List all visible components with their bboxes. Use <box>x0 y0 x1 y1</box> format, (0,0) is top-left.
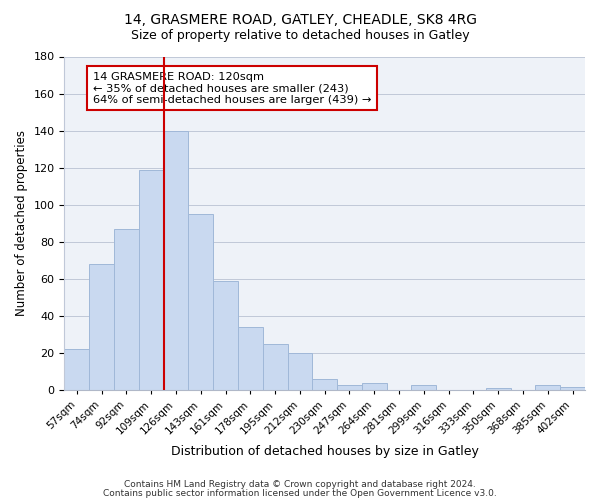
Bar <box>560 386 585 390</box>
Text: Size of property relative to detached houses in Gatley: Size of property relative to detached ho… <box>131 29 469 42</box>
Bar <box>535 384 560 390</box>
Bar <box>412 384 436 390</box>
Bar <box>486 388 511 390</box>
Bar <box>164 130 188 390</box>
Bar <box>362 383 386 390</box>
Bar <box>337 384 362 390</box>
Text: 14, GRASMERE ROAD, GATLEY, CHEADLE, SK8 4RG: 14, GRASMERE ROAD, GATLEY, CHEADLE, SK8 … <box>124 12 476 26</box>
Bar <box>313 379 337 390</box>
Text: Contains HM Land Registry data © Crown copyright and database right 2024.: Contains HM Land Registry data © Crown c… <box>124 480 476 489</box>
X-axis label: Distribution of detached houses by size in Gatley: Distribution of detached houses by size … <box>171 444 479 458</box>
Bar <box>287 353 313 391</box>
Bar <box>139 170 164 390</box>
Bar <box>64 350 89 391</box>
Bar <box>213 281 238 390</box>
Text: Contains public sector information licensed under the Open Government Licence v3: Contains public sector information licen… <box>103 490 497 498</box>
Bar <box>188 214 213 390</box>
Text: 14 GRASMERE ROAD: 120sqm
← 35% of detached houses are smaller (243)
64% of semi-: 14 GRASMERE ROAD: 120sqm ← 35% of detach… <box>93 72 371 104</box>
Y-axis label: Number of detached properties: Number of detached properties <box>15 130 28 316</box>
Bar <box>89 264 114 390</box>
Bar <box>238 327 263 390</box>
Bar <box>263 344 287 391</box>
Bar <box>114 229 139 390</box>
